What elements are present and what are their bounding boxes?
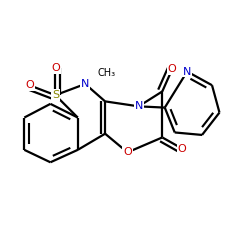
Text: O: O xyxy=(25,80,34,90)
Text: CH₃: CH₃ xyxy=(97,68,116,78)
Text: O: O xyxy=(168,64,176,74)
Text: O: O xyxy=(51,63,60,73)
Text: S: S xyxy=(52,90,59,100)
Text: N: N xyxy=(183,66,191,76)
Text: O: O xyxy=(178,144,186,154)
Text: N: N xyxy=(81,79,90,89)
Text: O: O xyxy=(123,147,132,157)
Text: N: N xyxy=(134,101,143,111)
